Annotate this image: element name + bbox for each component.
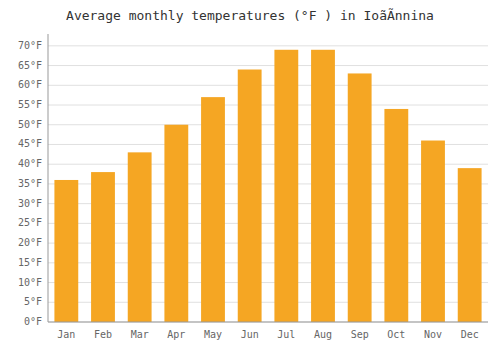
bar xyxy=(128,152,152,322)
grid-line xyxy=(48,45,488,46)
x-tick-label: Apr xyxy=(167,329,185,340)
x-tick-label: Mar xyxy=(131,329,149,340)
x-tick-label: Jun xyxy=(241,329,259,340)
y-axis: 0°F 5°F 10°F 15°F 20°F 25°F 30°F 35°F 40°F 45°F 50… xyxy=(18,40,488,327)
bars xyxy=(54,50,481,322)
bar xyxy=(91,172,115,322)
bar xyxy=(164,125,188,322)
bar xyxy=(384,109,408,322)
x-tick-label: Jul xyxy=(277,329,295,340)
bar xyxy=(458,168,482,322)
y-tick-label: 60°F xyxy=(18,79,42,90)
y-tick-label: 40°F xyxy=(18,158,42,169)
y-axis-line xyxy=(48,34,49,322)
y-tick-label: 55°F xyxy=(18,99,42,110)
bar xyxy=(311,50,335,322)
x-axis: Jan Feb Mar Apr May Jun Jul Aug Sep Oct Nov Dec xyxy=(57,329,478,340)
y-tick-label: 65°F xyxy=(18,60,42,71)
grid-line xyxy=(48,65,488,66)
y-tick-label: 25°F xyxy=(18,217,42,228)
x-tick-label: Aug xyxy=(314,329,332,340)
bar xyxy=(201,97,225,322)
y-tick-label: 30°F xyxy=(18,198,42,209)
x-tick-label: May xyxy=(204,329,222,340)
title: Average monthly temperatures (°F ) in Io… xyxy=(66,8,434,23)
x-tick-label: Dec xyxy=(461,329,479,340)
y-tick-label: 70°F xyxy=(18,40,42,51)
y-tick-label: 50°F xyxy=(18,119,42,130)
x-tick-label: Nov xyxy=(424,329,442,340)
bar xyxy=(238,70,262,322)
y-tick-label: 10°F xyxy=(18,277,42,288)
grid-line xyxy=(48,85,488,86)
chart: Average monthly temperatures (°F ) in Io… xyxy=(0,0,500,350)
x-tick-label: Sep xyxy=(351,329,369,340)
bar xyxy=(348,73,372,322)
x-tick-label: Jan xyxy=(57,329,75,340)
y-tick-label: 45°F xyxy=(18,138,42,149)
grid-line xyxy=(48,124,488,125)
grid-line xyxy=(48,105,488,106)
y-tick-label: 15°F xyxy=(18,257,42,268)
x-axis-line xyxy=(48,322,488,323)
y-tick-label: 0°F xyxy=(24,316,42,327)
y-tick-label: 20°F xyxy=(18,237,42,248)
x-tick-label: Feb xyxy=(94,329,112,340)
chart-container: Average monthly temperatures (°F ) in Io… xyxy=(0,0,500,350)
bar xyxy=(274,50,298,322)
grid-line xyxy=(48,322,488,323)
bar xyxy=(54,180,78,322)
y-tick-label: 35°F xyxy=(18,178,42,189)
bar xyxy=(421,141,445,322)
x-tick-label: Oct xyxy=(387,329,405,340)
y-tick-label: 5°F xyxy=(24,296,42,307)
